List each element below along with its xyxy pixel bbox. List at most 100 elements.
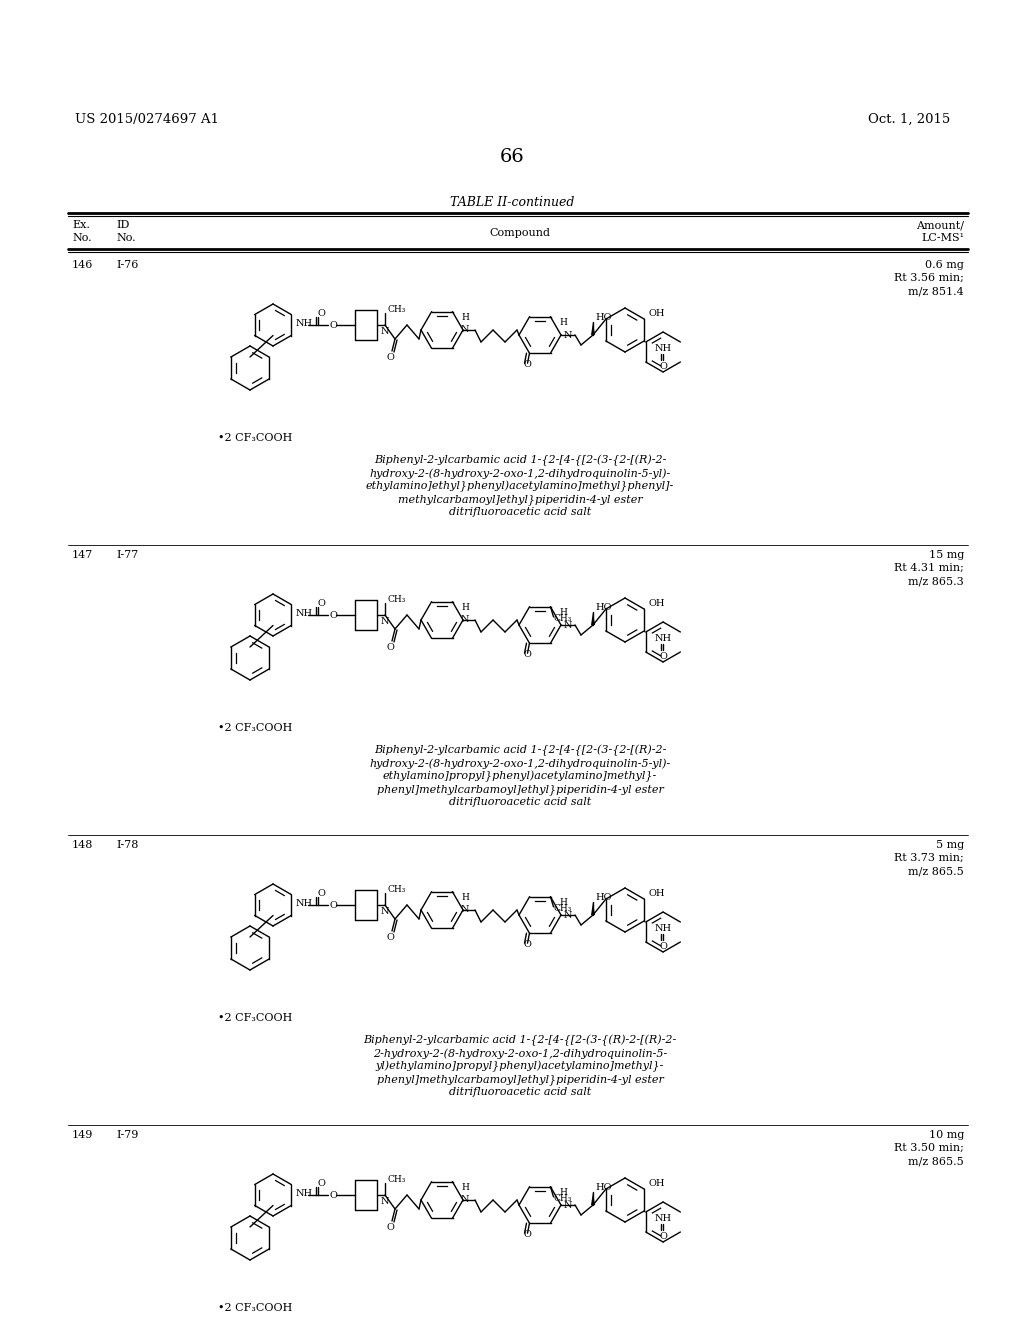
Text: Ex.: Ex. [72, 220, 90, 230]
Text: O: O [317, 309, 325, 318]
Text: Biphenyl-2-ylcarbamic acid 1-{2-[4-{[2-(3-{(R)-2-[(R)-2-: Biphenyl-2-ylcarbamic acid 1-{2-[4-{[2-(… [364, 1035, 677, 1047]
Text: N: N [564, 331, 572, 341]
Text: OH: OH [648, 1180, 665, 1188]
Text: H: H [559, 318, 567, 327]
Text: O: O [317, 598, 325, 607]
Text: 147: 147 [72, 550, 93, 560]
Text: N: N [381, 1197, 389, 1206]
Text: CH₃: CH₃ [554, 614, 571, 623]
Text: m/z 851.4: m/z 851.4 [908, 286, 964, 296]
Text: 10 mg: 10 mg [929, 1130, 964, 1140]
Text: •2 CF₃COOH: •2 CF₃COOH [218, 433, 293, 444]
Polygon shape [591, 1192, 595, 1205]
Text: •2 CF₃COOH: •2 CF₃COOH [218, 1303, 293, 1313]
Text: O: O [317, 888, 325, 898]
Text: N: N [461, 1196, 469, 1204]
Text: HO: HO [595, 892, 611, 902]
Text: H: H [559, 1188, 567, 1197]
Text: NH: NH [296, 899, 313, 908]
Polygon shape [591, 322, 595, 335]
Text: 15 mg: 15 mg [929, 550, 964, 560]
Text: O: O [386, 643, 394, 652]
Text: OH: OH [648, 309, 665, 318]
Text: H: H [461, 603, 469, 612]
Text: hydroxy-2-(8-hydroxy-2-oxo-1,2-dihydroquinolin-5-yl)-: hydroxy-2-(8-hydroxy-2-oxo-1,2-dihydroqu… [370, 758, 671, 768]
Text: N: N [564, 912, 572, 920]
Text: NH: NH [296, 610, 313, 619]
Text: m/z 865.5: m/z 865.5 [908, 1156, 964, 1166]
Text: 146: 146 [72, 260, 93, 271]
Text: H: H [461, 1183, 469, 1192]
Text: phenyl]methylcarbamoyl]ethyl}piperidin-4-yl ester: phenyl]methylcarbamoyl]ethyl}piperidin-4… [377, 1074, 664, 1085]
Text: O: O [330, 610, 338, 619]
Text: Rt 3.56 min;: Rt 3.56 min; [894, 273, 964, 282]
Text: CH₃: CH₃ [554, 904, 571, 913]
Text: ethylamino]propyl}phenyl)acetylamino]methyl}-: ethylamino]propyl}phenyl)acetylamino]met… [383, 771, 657, 783]
Text: O: O [523, 940, 531, 949]
Polygon shape [591, 612, 595, 624]
Text: O: O [330, 900, 338, 909]
Polygon shape [591, 902, 595, 915]
Text: m/z 865.3: m/z 865.3 [908, 576, 964, 586]
Text: CH₃: CH₃ [388, 1175, 407, 1184]
Text: NH: NH [296, 319, 313, 329]
Text: NH: NH [654, 634, 672, 643]
Text: Amount/: Amount/ [916, 220, 964, 230]
Text: ditrifluoroacetic acid salt: ditrifluoroacetic acid salt [449, 1086, 591, 1097]
Text: N: N [381, 616, 389, 626]
Text: 66: 66 [500, 148, 524, 166]
Text: O: O [659, 362, 667, 371]
Text: I-77: I-77 [116, 550, 138, 560]
Text: HO: HO [595, 602, 611, 611]
Text: Biphenyl-2-ylcarbamic acid 1-{2-[4-{[2-(3-{2-[(R)-2-: Biphenyl-2-ylcarbamic acid 1-{2-[4-{[2-(… [374, 744, 667, 756]
Text: OH: OH [648, 599, 665, 609]
Text: O: O [659, 942, 667, 950]
Text: N: N [461, 326, 469, 334]
Text: No.: No. [116, 234, 135, 243]
Text: NH: NH [654, 924, 672, 933]
Text: ditrifluoroacetic acid salt: ditrifluoroacetic acid salt [449, 797, 591, 807]
Text: O: O [330, 321, 338, 330]
Text: CH₃: CH₃ [388, 305, 407, 314]
Text: O: O [659, 652, 667, 661]
Text: O: O [659, 1232, 667, 1241]
Text: 149: 149 [72, 1130, 93, 1140]
Text: N: N [381, 327, 389, 337]
Text: CH₃: CH₃ [554, 1193, 571, 1203]
Text: CH₃: CH₃ [388, 594, 407, 603]
Text: H: H [461, 313, 469, 322]
Text: N: N [381, 907, 389, 916]
Text: N: N [461, 615, 469, 624]
Text: 0.6 mg: 0.6 mg [925, 260, 964, 271]
Text: H: H [559, 898, 567, 907]
Text: O: O [386, 352, 394, 362]
Text: O: O [330, 1191, 338, 1200]
Text: 5 mg: 5 mg [936, 840, 964, 850]
Text: US 2015/0274697 A1: US 2015/0274697 A1 [75, 114, 219, 125]
Text: Biphenyl-2-ylcarbamic acid 1-{2-[4-{[2-(3-{2-[(R)-2-: Biphenyl-2-ylcarbamic acid 1-{2-[4-{[2-(… [374, 455, 667, 466]
Text: TABLE II-continued: TABLE II-continued [450, 195, 574, 209]
Text: ID: ID [116, 220, 129, 230]
Text: HO: HO [595, 313, 611, 322]
Text: O: O [386, 932, 394, 941]
Text: Rt 3.73 min;: Rt 3.73 min; [894, 853, 964, 863]
Text: O: O [523, 651, 531, 659]
Text: CH₃: CH₃ [388, 884, 407, 894]
Text: phenyl]methylcarbamoyl]ethyl}piperidin-4-yl ester: phenyl]methylcarbamoyl]ethyl}piperidin-4… [377, 784, 664, 795]
Text: hydroxy-2-(8-hydroxy-2-oxo-1,2-dihydroquinolin-5-yl)-: hydroxy-2-(8-hydroxy-2-oxo-1,2-dihydroqu… [370, 469, 671, 479]
Text: NH: NH [654, 345, 672, 352]
Text: H: H [461, 894, 469, 902]
Text: I-79: I-79 [116, 1130, 138, 1140]
Text: •2 CF₃COOH: •2 CF₃COOH [218, 723, 293, 733]
Text: H: H [559, 609, 567, 616]
Text: N: N [564, 622, 572, 631]
Text: O: O [386, 1222, 394, 1232]
Text: HO: HO [595, 1183, 611, 1192]
Text: OH: OH [648, 890, 665, 899]
Text: I-78: I-78 [116, 840, 138, 850]
Text: m/z 865.5: m/z 865.5 [908, 866, 964, 876]
Text: ethylamino]ethyl}phenyl)acetylamino]methyl}phenyl]-: ethylamino]ethyl}phenyl)acetylamino]meth… [366, 480, 674, 492]
Text: yl)ethylamino]propyl}phenyl)acetylamino]methyl}-: yl)ethylamino]propyl}phenyl)acetylamino]… [376, 1061, 665, 1072]
Text: N: N [461, 906, 469, 915]
Text: LC-MS¹: LC-MS¹ [921, 234, 964, 243]
